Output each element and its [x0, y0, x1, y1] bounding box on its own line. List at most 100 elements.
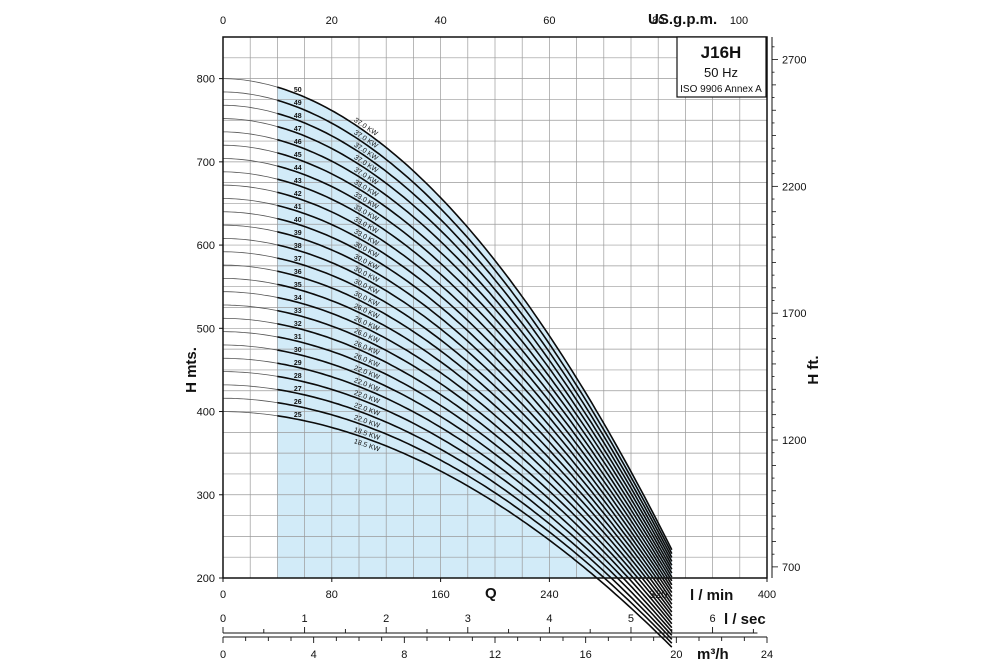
y-axis-label-feet: H ft. [805, 355, 822, 384]
performance-curve [277, 375, 673, 636]
x-tick-label-gpm: 80 [652, 15, 664, 27]
axes: 2003004005006007008007001200170022002700… [197, 15, 807, 661]
stage-label: 35 [294, 282, 302, 289]
stage-label: 29 [294, 360, 302, 367]
x-tick-label-lsec: 0 [220, 613, 226, 625]
stage-label: 43 [294, 178, 302, 185]
x-tick-label-lsec: 2 [383, 613, 389, 625]
x-tick-label-lpm: 0 [220, 589, 226, 601]
x-tick-label-lpm: 80 [326, 589, 338, 601]
stage-label: 49 [294, 100, 302, 107]
stage-label: 48 [294, 113, 302, 120]
x-tick-label-gpm: 100 [730, 15, 748, 27]
chart-title: J16H [701, 43, 742, 62]
stage-label: 28 [294, 373, 302, 380]
x-tick-label-m3h: 24 [761, 649, 773, 661]
q-label: Q [485, 585, 497, 602]
x-tick-label-gpm: 60 [543, 15, 555, 27]
plot-frame [222, 36, 768, 579]
stage-label: 34 [294, 295, 302, 302]
performance-curve [277, 99, 673, 554]
stage-label: 50 [294, 87, 302, 94]
stage-label: 46 [294, 139, 302, 146]
y-tick-label-feet: 2200 [782, 181, 806, 193]
x-tick-label-lpm: 160 [431, 589, 449, 601]
x-tick-label-m3h: 20 [670, 649, 682, 661]
stage-label: 39 [294, 230, 302, 237]
x-tick-label-m3h: 8 [401, 649, 407, 661]
x-axis-label-lsec: l / sec [724, 611, 766, 628]
performance-curve [277, 283, 673, 609]
stage-label: 37 [294, 256, 302, 263]
performance-curve [277, 112, 673, 558]
stage-label: 32 [294, 321, 302, 328]
x-tick-label-gpm: 40 [434, 15, 446, 27]
performance-curve [277, 401, 673, 644]
y-tick-label-meters: 700 [197, 157, 215, 169]
performance-curve [277, 86, 673, 551]
x-tick-label-gpm: 20 [326, 15, 338, 27]
performance-curve [277, 415, 673, 648]
x-tick-label-lsec: 5 [628, 613, 634, 625]
performance-curve [277, 323, 673, 621]
y-tick-label-meters: 500 [197, 323, 215, 335]
plot-border [222, 36, 768, 579]
stage-label: 31 [294, 334, 302, 341]
performance-curve [277, 178, 673, 578]
x-tick-label-m3h: 4 [311, 649, 317, 661]
y-tick-label-meters: 300 [197, 490, 215, 502]
stage-label: 42 [294, 191, 302, 198]
x-tick-label-m3h: 16 [580, 649, 592, 661]
performance-curve [277, 270, 673, 605]
chart-subtitle-hz: 50 Hz [704, 65, 738, 80]
performance-curve [277, 138, 673, 566]
x-tick-label-m3h: 12 [489, 649, 501, 661]
stage-label: 30 [294, 347, 302, 354]
performance-curve [277, 244, 673, 597]
performance-curve [277, 349, 673, 629]
y-tick-label-meters: 400 [197, 407, 215, 419]
title-box: J16H 50 Hz ISO 9906 Annex A [676, 36, 767, 98]
performance-curve [277, 165, 673, 574]
stage-label: 44 [294, 165, 302, 172]
chart-subtitle-iso: ISO 9906 Annex A [680, 84, 762, 95]
stage-label: 25 [294, 412, 302, 419]
stage-label: 36 [294, 269, 302, 276]
performance-curve [277, 388, 673, 640]
performance-curve [277, 296, 673, 613]
performance-curve [277, 336, 673, 625]
x-axis-label-m3h: m³/h [697, 646, 729, 663]
x-tick-label-lpm: 240 [540, 589, 558, 601]
x-tick-label-lsec: 6 [710, 613, 716, 625]
y-tick-label-feet: 1200 [782, 435, 806, 447]
performance-curve [277, 257, 673, 601]
performance-curve [277, 125, 673, 562]
y-tick-label-feet: 2700 [782, 55, 806, 67]
y-tick-label-meters: 800 [197, 74, 215, 86]
y-tick-label-feet: 1700 [782, 308, 806, 320]
x-axis-label-gpm: US.g.p.m. [648, 11, 717, 28]
performance-curve [277, 191, 673, 582]
operating-range-area [277, 87, 672, 578]
performance-curve [277, 152, 673, 570]
grid [223, 37, 767, 578]
stage-label: 33 [294, 308, 302, 315]
x-tick-label-lpm: 320 [649, 589, 667, 601]
operating-range-fill [277, 87, 672, 578]
stage-label: 26 [294, 399, 302, 406]
x-tick-label-lsec: 3 [465, 613, 471, 625]
performance-curve [277, 217, 673, 590]
y-tick-label-meters: 600 [197, 240, 215, 252]
stage-label: 45 [294, 152, 302, 159]
x-axis-label-lpm: l / min [690, 587, 733, 604]
performance-curve [277, 362, 673, 633]
performance-curve [277, 309, 673, 617]
title-box-frame [676, 36, 767, 98]
x-tick-label-m3h: 0 [220, 649, 226, 661]
performance-curve [277, 204, 673, 586]
stage-label: 47 [294, 126, 302, 133]
x-tick-label-lsec: 1 [302, 613, 308, 625]
stage-label: 27 [294, 386, 302, 393]
y-axis-label-meters: H mts. [183, 347, 200, 393]
y-tick-label-feet: 700 [782, 562, 800, 574]
